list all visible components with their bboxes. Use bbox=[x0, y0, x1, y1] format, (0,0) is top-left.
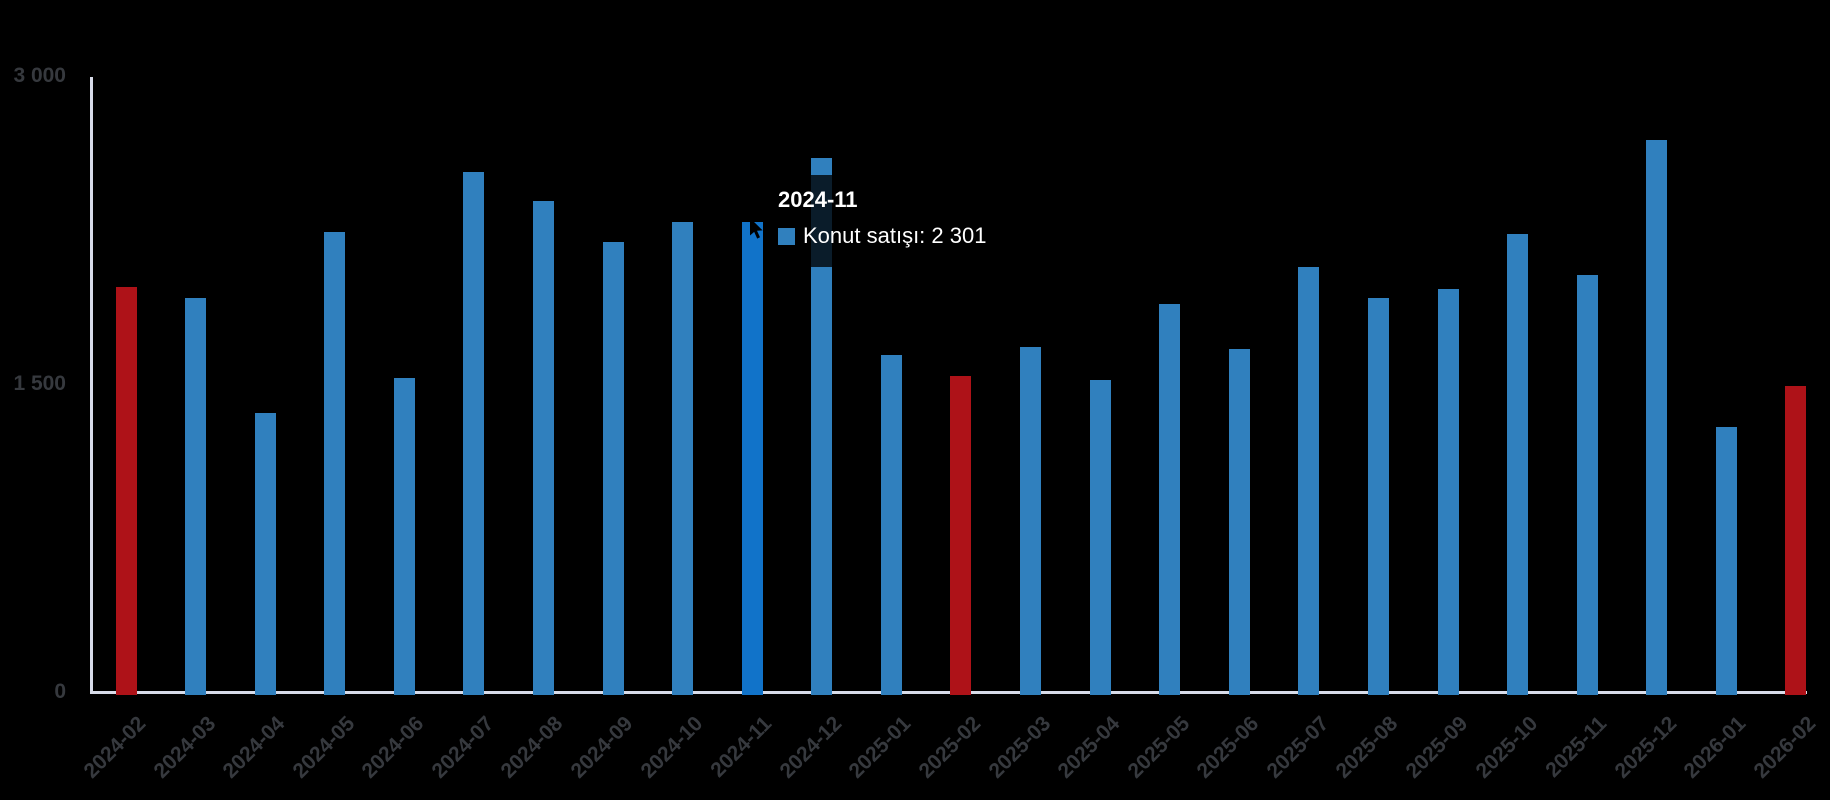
x-tick-label-2025-06: 2025-06 bbox=[1192, 712, 1264, 783]
x-tick-label-2024-05: 2024-05 bbox=[288, 712, 360, 783]
tooltip-value-text: Konut satışı: 2 301 bbox=[803, 223, 987, 248]
x-tick-label-2025-07: 2025-07 bbox=[1262, 712, 1334, 783]
x-tick-label-2024-11: 2024-11 bbox=[706, 712, 777, 782]
bar-2025-12[interactable] bbox=[1646, 139, 1668, 695]
bar-2025-04[interactable] bbox=[1089, 379, 1111, 695]
bar-2025-07[interactable] bbox=[1298, 266, 1320, 695]
x-tick-label-2024-02: 2024-02 bbox=[79, 712, 151, 783]
bar-2024-12[interactable] bbox=[811, 158, 833, 695]
bar-2024-11[interactable] bbox=[741, 221, 763, 695]
bar-2024-03[interactable] bbox=[185, 297, 207, 695]
y-tick-label-3000: 3 000 bbox=[13, 64, 66, 87]
x-tick-label-2024-03: 2024-03 bbox=[149, 712, 220, 783]
x-tick-label-2025-08: 2025-08 bbox=[1331, 712, 1403, 783]
bar-2024-09[interactable] bbox=[602, 242, 624, 695]
bar-2024-10[interactable] bbox=[672, 221, 694, 695]
bar-2024-04[interactable] bbox=[254, 412, 276, 695]
series-legend-swatch-icon bbox=[778, 227, 795, 245]
x-tick-label-2025-10: 2025-10 bbox=[1471, 712, 1542, 783]
y-tick-label-1500: 1 500 bbox=[13, 372, 66, 395]
bar-2024-08[interactable] bbox=[532, 201, 554, 695]
x-tick-label-2026-02: 2026-02 bbox=[1749, 712, 1821, 783]
bar-2025-08[interactable] bbox=[1367, 297, 1389, 695]
y-axis-line bbox=[90, 77, 93, 694]
x-tick-label-2024-07: 2024-07 bbox=[427, 712, 499, 783]
x-tick-label-2025-11: 2025-11 bbox=[1541, 712, 1612, 782]
x-tick-label-2025-12: 2025-12 bbox=[1610, 712, 1682, 783]
mouse-cursor-icon bbox=[750, 218, 763, 239]
bar-2025-09[interactable] bbox=[1437, 289, 1459, 695]
bar-2026-01[interactable] bbox=[1715, 427, 1737, 695]
bar-2024-06[interactable] bbox=[393, 377, 415, 695]
x-tick-label-2024-09: 2024-09 bbox=[566, 712, 638, 783]
x-tick-label-2025-09: 2025-09 bbox=[1401, 712, 1473, 783]
bar-2025-10[interactable] bbox=[1507, 234, 1529, 695]
x-tick-label-2024-10: 2024-10 bbox=[636, 712, 707, 783]
bar-2024-02[interactable] bbox=[115, 287, 137, 695]
bar-2025-06[interactable] bbox=[1228, 349, 1250, 695]
y-tick-label-0: 0 bbox=[54, 680, 66, 703]
x-tick-label-2024-04: 2024-04 bbox=[218, 712, 290, 783]
x-axis-line bbox=[90, 691, 1807, 694]
x-tick-label-2024-06: 2024-06 bbox=[357, 712, 429, 783]
bar-2025-02[interactable] bbox=[950, 375, 972, 695]
tooltip-series-row: Konut satışı: 2 301 bbox=[778, 224, 1005, 248]
bar-2025-11[interactable] bbox=[1576, 275, 1598, 695]
x-tick-label-2025-04: 2025-04 bbox=[1053, 712, 1125, 783]
x-tick-label-2025-05: 2025-05 bbox=[1123, 712, 1195, 783]
x-tick-label-2024-08: 2024-08 bbox=[496, 712, 568, 783]
bar-2024-05[interactable] bbox=[324, 232, 346, 695]
tooltip: 2024-11 Konut satışı: 2 301 bbox=[763, 175, 1021, 267]
bar-2025-05[interactable] bbox=[1159, 303, 1181, 695]
bar-2025-03[interactable] bbox=[1020, 346, 1042, 695]
x-tick-label-2025-02: 2025-02 bbox=[914, 712, 986, 783]
bar-2024-07[interactable] bbox=[463, 172, 485, 695]
x-tick-label-2025-01: 2025-01 bbox=[844, 712, 916, 783]
x-tick-label-2025-03: 2025-03 bbox=[984, 712, 1055, 783]
x-tick-label-2026-01: 2026-01 bbox=[1679, 712, 1751, 783]
tooltip-title: 2024-11 bbox=[778, 187, 858, 212]
bar-2026-02[interactable] bbox=[1785, 386, 1807, 695]
x-tick-label-2024-12: 2024-12 bbox=[775, 712, 847, 783]
bar-2025-01[interactable] bbox=[880, 355, 902, 695]
